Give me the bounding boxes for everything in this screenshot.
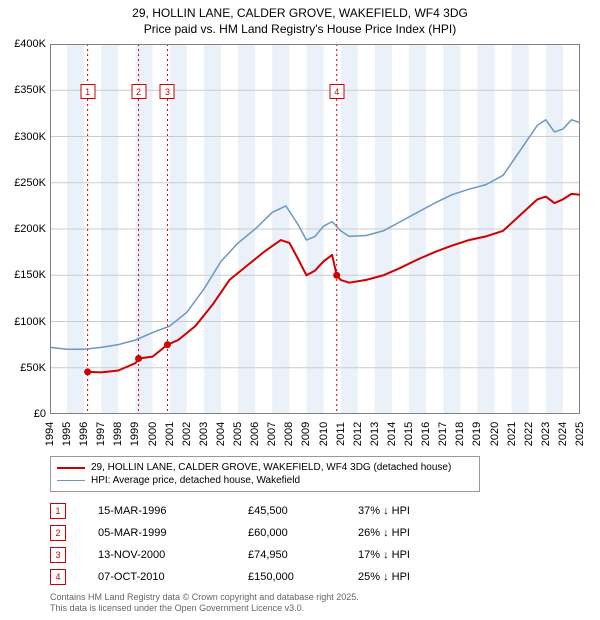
- x-tick-label: 2018: [454, 422, 466, 446]
- x-tick-label: 2011: [335, 422, 347, 446]
- marker-date: 15-MAR-1996: [98, 505, 248, 517]
- footer-line-1: Contains HM Land Registry data © Crown c…: [50, 592, 359, 603]
- x-tick-label: 2001: [164, 422, 176, 446]
- title-line-2: Price paid vs. HM Land Registry's House …: [0, 22, 600, 38]
- x-axis: 1994199519961997199819992000200120022003…: [50, 416, 580, 456]
- x-tick-label: 2005: [232, 422, 244, 446]
- chart-marker-badge: 4: [329, 84, 344, 99]
- y-tick-label: £150K: [14, 269, 46, 281]
- y-tick-label: £250K: [14, 177, 46, 189]
- x-tick-label: 2004: [215, 422, 227, 446]
- marker-row: 2 05-MAR-1999£60,00026% ↓ HPI: [50, 522, 468, 544]
- marker-price: £150,000: [248, 571, 358, 583]
- x-tick-label: 2021: [506, 422, 518, 446]
- markers-table: 1 15-MAR-1996£45,50037% ↓ HPI 2 05-MAR-1999…: [50, 500, 468, 588]
- x-tick-label: 2022: [523, 422, 535, 446]
- y-tick-label: £0: [34, 408, 46, 420]
- x-tick-label: 2014: [386, 422, 398, 446]
- title-line-1: 29, HOLLIN LANE, CALDER GROVE, WAKEFIELD…: [0, 6, 600, 22]
- marker-date: 13-NOV-2000: [98, 549, 248, 561]
- x-tick-label: 2002: [181, 422, 193, 446]
- marker-badge: 1: [50, 503, 66, 519]
- legend-swatch: [57, 480, 85, 481]
- x-tick-label: 2024: [557, 422, 569, 446]
- legend-label: HPI: Average price, detached house, Wake…: [91, 475, 300, 486]
- chart-area: 1 23 4: [50, 44, 580, 414]
- legend-label: 29, HOLLIN LANE, CALDER GROVE, WAKEFIELD…: [91, 462, 451, 473]
- marker-price: £60,000: [248, 527, 358, 539]
- marker-pct: 26% ↓ HPI: [358, 527, 468, 539]
- y-tick-label: £400K: [14, 38, 46, 50]
- marker-price: £74,950: [248, 549, 358, 561]
- marker-price: £45,500: [248, 505, 358, 517]
- y-tick-label: £300K: [14, 131, 46, 143]
- x-tick-label: 2017: [437, 422, 449, 446]
- marker-pct: 37% ↓ HPI: [358, 505, 468, 517]
- legend-swatch: [57, 467, 85, 469]
- footer-line-2: This data is licensed under the Open Gov…: [50, 603, 359, 614]
- marker-badge: 4: [50, 569, 66, 585]
- marker-row: 3 13-NOV-2000£74,95017% ↓ HPI: [50, 544, 468, 566]
- y-axis: £0£50K£100K£150K£200K£250K£300K£350K£400…: [0, 44, 48, 414]
- x-tick-label: 2009: [300, 422, 312, 446]
- x-tick-label: 1997: [95, 422, 107, 446]
- marker-row: 4 07-OCT-2010£150,00025% ↓ HPI: [50, 566, 468, 588]
- marker-badge: 2: [50, 525, 66, 541]
- x-tick-label: 2015: [403, 422, 415, 446]
- x-tick-label: 1995: [61, 422, 73, 446]
- x-tick-label: 1994: [44, 422, 56, 446]
- x-tick-label: 2003: [198, 422, 210, 446]
- x-tick-label: 2020: [489, 422, 501, 446]
- chart-marker-badge: 1: [80, 84, 95, 99]
- x-tick-label: 1996: [78, 422, 90, 446]
- y-tick-label: £350K: [14, 84, 46, 96]
- x-tick-label: 2007: [266, 422, 278, 446]
- x-tick-label: 1999: [129, 422, 141, 446]
- x-tick-label: 2013: [369, 422, 381, 446]
- x-tick-label: 2008: [283, 422, 295, 446]
- marker-pct: 25% ↓ HPI: [358, 571, 468, 583]
- marker-date: 05-MAR-1999: [98, 527, 248, 539]
- x-tick-label: 1998: [112, 422, 124, 446]
- marker-row: 1 15-MAR-1996£45,50037% ↓ HPI: [50, 500, 468, 522]
- title-block: 29, HOLLIN LANE, CALDER GROVE, WAKEFIELD…: [0, 0, 600, 37]
- chart-marker-badge: 3: [160, 84, 175, 99]
- legend-row: HPI: Average price, detached house, Wake…: [57, 474, 473, 487]
- x-tick-label: 2010: [318, 422, 330, 446]
- legend: 29, HOLLIN LANE, CALDER GROVE, WAKEFIELD…: [50, 456, 480, 492]
- footer: Contains HM Land Registry data © Crown c…: [50, 592, 359, 615]
- chart-marker-badge: 2: [131, 84, 146, 99]
- legend-row: 29, HOLLIN LANE, CALDER GROVE, WAKEFIELD…: [57, 461, 473, 474]
- x-tick-label: 2000: [147, 422, 159, 446]
- chart-svg: [50, 44, 580, 414]
- x-tick-label: 2012: [352, 422, 364, 446]
- x-tick-label: 2019: [471, 422, 483, 446]
- y-tick-label: £200K: [14, 223, 46, 235]
- y-tick-label: £100K: [14, 316, 46, 328]
- chart-container: 29, HOLLIN LANE, CALDER GROVE, WAKEFIELD…: [0, 0, 600, 620]
- x-tick-label: 2016: [420, 422, 432, 446]
- y-tick-label: £50K: [20, 362, 46, 374]
- x-tick-label: 2006: [249, 422, 261, 446]
- x-tick-label: 2023: [540, 422, 552, 446]
- x-tick-label: 2025: [574, 422, 586, 446]
- marker-date: 07-OCT-2010: [98, 571, 248, 583]
- marker-badge: 3: [50, 547, 66, 563]
- marker-pct: 17% ↓ HPI: [358, 549, 468, 561]
